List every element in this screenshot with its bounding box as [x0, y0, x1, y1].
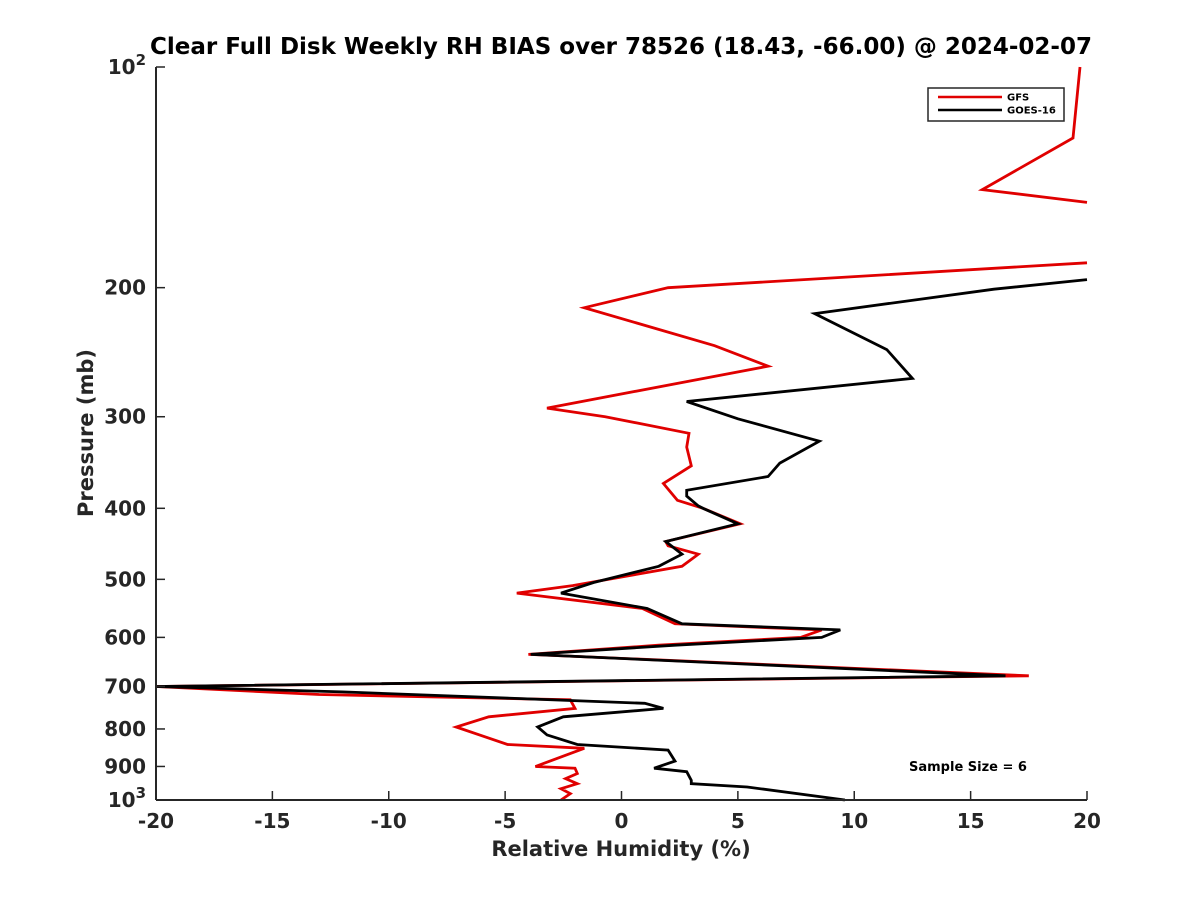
sample-size-annotation: Sample Size = 6 — [909, 760, 1027, 775]
legend: GFS GOES-16 — [927, 87, 1065, 122]
y-tick-label: 900 — [104, 754, 146, 778]
x-tick-label: -20 — [138, 809, 174, 833]
series-line-gfs — [977, 66, 1088, 204]
x-tick-label: -10 — [371, 809, 407, 833]
y-tick-label: 200 — [104, 276, 146, 300]
y-axis-label: Pressure (mb) — [74, 349, 98, 517]
legend-label-goes16: GOES-16 — [1007, 106, 1056, 117]
x-tick-label: -15 — [254, 809, 290, 833]
x-tick-label: 20 — [1073, 809, 1101, 833]
y-tick-label: 400 — [104, 496, 146, 520]
x-tick-label: 10 — [840, 809, 868, 833]
legend-label-gfs: GFS — [1007, 93, 1029, 104]
series-line-goes16 — [155, 278, 1088, 802]
y-tick-label: 600 — [104, 625, 146, 649]
x-axis-label: Relative Humidity (%) — [491, 837, 750, 861]
x-tick-label: 5 — [731, 809, 745, 833]
x-tick-label: 0 — [615, 809, 629, 833]
series-layer — [155, 66, 1088, 802]
x-axis-ticks: -20 -15 -10 -5 0 5 10 15 20 — [138, 791, 1101, 833]
y-tick-label: 300 — [104, 405, 146, 429]
x-tick-label: -5 — [494, 809, 516, 833]
y-tick-label: 700 — [104, 674, 146, 698]
legend-box — [927, 87, 1065, 122]
y-tick-label: 500 — [104, 567, 146, 591]
x-tick-label: 15 — [957, 809, 985, 833]
y-tick-label: 800 — [104, 717, 146, 741]
plot-area: -20 -15 -10 -5 0 5 10 15 20 10220030040050060070… — [104, 51, 1101, 833]
chart-title: Clear Full Disk Weekly RH BIAS over 7852… — [150, 34, 1092, 60]
